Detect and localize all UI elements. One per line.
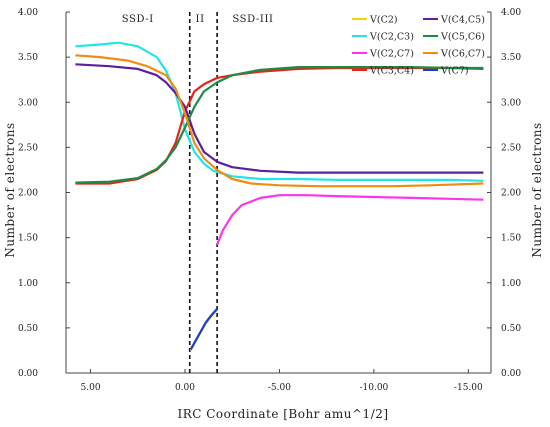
x-tick-label: -10.00: [359, 383, 388, 393]
x-tick-label: -15.00: [454, 383, 483, 393]
legend-label: V(C3,C4): [369, 66, 414, 77]
series-line-v-c2-c3: [75, 41, 484, 182]
x-tick-label: -5.00: [268, 383, 291, 393]
series-line-v-c4-c5: [75, 63, 484, 174]
y-tick-label-right: 3.50: [501, 53, 521, 63]
legend-label: V(C5,C6): [440, 32, 485, 43]
region-label: II: [196, 14, 205, 25]
y-tick-label-left: 1.00: [18, 279, 38, 289]
y-tick-label-right: 4.00: [501, 8, 521, 18]
region-label: SSD-I: [122, 14, 154, 25]
x-tick-label: 5.00: [81, 383, 101, 393]
y-tick-label-right: 2.50: [501, 143, 521, 153]
legend-label: V(C6,C7): [440, 49, 485, 60]
series-line-v-c5-c6: [75, 65, 484, 184]
series-line-v-c7: [189, 308, 218, 351]
legend-label: V(C7): [440, 66, 469, 77]
y-tick-label-right: 3.00: [501, 98, 521, 108]
y-tick-label-left: 0.50: [18, 324, 38, 334]
series-line-v-c6-c7: [75, 54, 484, 188]
axis-ticks: 0.00 0.00 0.50 0.50 1.00 1.00 1.50 1.50 2.00 2.00…: [18, 8, 521, 393]
y-tick-label-left: 2.00: [18, 189, 38, 199]
x-tick-label: 0.00: [175, 383, 195, 393]
y-tick-label-right: 0.50: [501, 324, 521, 334]
y-tick-label-right: 0.00: [501, 369, 521, 379]
legend-label: V(C4,C5): [440, 15, 485, 26]
series-line-v-c2-c7: [216, 194, 484, 246]
plot-frame: [65, 12, 492, 374]
region-label: SSD-III: [232, 14, 273, 25]
y-tick-label-left: 1.50: [18, 234, 38, 244]
region-boundaries: [188, 12, 218, 373]
y-tick-label-left: 3.00: [18, 98, 38, 108]
legend-label: V(C2,C7): [369, 49, 414, 60]
y-tick-label-right: 2.00: [501, 189, 521, 199]
legend: V(C2) V(C2,C3) V(C2,C7) V(C3,C4) V(C4,C5) V(C…: [352, 15, 485, 77]
series-line-v-c3-c4: [75, 66, 484, 185]
y-axis-label-left: Number of electrons: [3, 122, 17, 257]
y-tick-label-left: 0.00: [18, 369, 38, 379]
region-labels: SSD-I II SSD-III: [122, 14, 273, 25]
x-axis-label: IRC Coordinate [Bohr amu^1/2]: [177, 407, 388, 421]
legend-label: V(C2,C3): [369, 32, 414, 43]
y-tick-label-left: 2.50: [18, 143, 38, 153]
legend-label: V(C2): [369, 15, 398, 26]
y-tick-label-right: 1.00: [501, 279, 521, 289]
y-tick-label-left: 3.50: [18, 53, 38, 63]
y-axis-label-right: Number of electrons: [530, 122, 544, 257]
y-tick-label-left: 4.00: [18, 8, 38, 18]
y-tick-label-right: 1.50: [501, 234, 521, 244]
series-layer: [75, 41, 484, 351]
